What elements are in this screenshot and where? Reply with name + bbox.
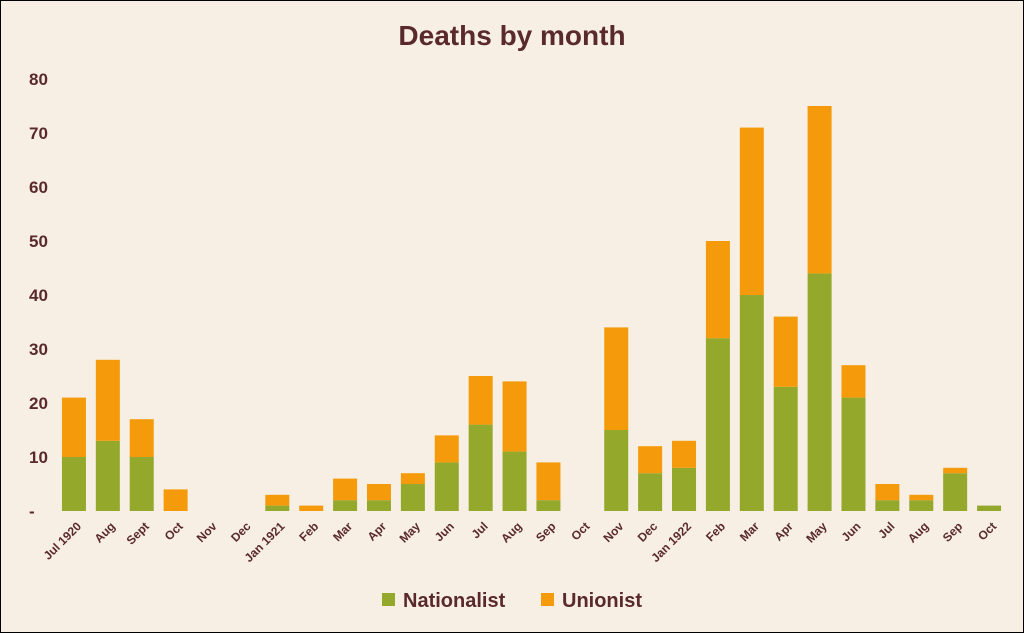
bar-unionist-22 — [807, 106, 832, 274]
bar-nationalist-9 — [366, 500, 391, 511]
x-tick-label: Aug — [498, 519, 524, 545]
bar-nationalist-23 — [841, 397, 866, 511]
bar-unionist-7 — [299, 505, 324, 511]
bar-nationalist-2 — [129, 457, 154, 511]
x-tick-label: Nov — [600, 519, 626, 545]
x-tick-label: Apr — [365, 519, 390, 544]
bar-nationalist-21 — [773, 386, 798, 511]
bar-unionist-8 — [333, 478, 358, 501]
bar-unionist-0 — [61, 397, 86, 457]
x-tick-label: Jul — [469, 519, 491, 541]
bar-nationalist-18 — [672, 467, 697, 511]
bar-unionist-17 — [638, 446, 663, 474]
bar-unionist-20 — [739, 127, 764, 295]
x-tick-label: Oct — [162, 519, 186, 543]
bar-nationalist-11 — [434, 462, 459, 511]
y-tick-label: 50 — [29, 232, 48, 251]
bar-unionist-19 — [705, 241, 730, 339]
y-tick-label: 10 — [29, 448, 48, 467]
chart-title: Deaths by month — [398, 20, 625, 51]
x-tick-label: Sep — [940, 519, 965, 544]
bar-nationalist-27 — [977, 505, 1002, 511]
bar-unionist-23 — [841, 365, 866, 398]
x-tick-label: Jun — [839, 519, 864, 544]
y-tick-label: 80 — [29, 70, 48, 89]
legend-label-nationalist: Nationalist — [403, 590, 506, 612]
bar-nationalist-24 — [875, 500, 900, 511]
x-tick-label: May — [803, 519, 830, 546]
bar-nationalist-20 — [739, 295, 764, 511]
bar-unionist-21 — [773, 316, 798, 387]
bar-nationalist-17 — [638, 473, 663, 511]
bar-unionist-10 — [400, 473, 425, 484]
bar-unionist-26 — [943, 467, 968, 474]
x-tick-label: Apr — [771, 519, 796, 544]
y-tick-label: 20 — [29, 394, 48, 413]
x-tick-label: Mar — [737, 519, 762, 544]
y-tick-label: - — [29, 502, 35, 521]
bar-unionist-3 — [163, 489, 188, 511]
bar-nationalist-14 — [536, 500, 561, 511]
x-tick-label: Oct — [568, 519, 592, 543]
bar-unionist-24 — [875, 484, 900, 501]
x-tick-label: Aug — [92, 519, 118, 545]
bar-unionist-11 — [434, 435, 459, 463]
x-tick-label: Oct — [975, 519, 999, 543]
y-tick-label: 60 — [29, 178, 48, 197]
y-tick-label: 40 — [29, 286, 48, 305]
x-tick-label: Sept — [124, 519, 152, 547]
x-tick-label: Dec — [635, 519, 661, 545]
bar-nationalist-19 — [705, 338, 730, 511]
bar-area — [61, 106, 1002, 511]
bar-nationalist-26 — [943, 473, 968, 511]
legend: Nationalist Unionist — [382, 590, 642, 612]
y-tick-label: 30 — [29, 340, 48, 359]
bar-unionist-1 — [95, 359, 120, 441]
bar-unionist-9 — [366, 484, 391, 501]
legend-label-unionist: Unionist — [562, 590, 642, 612]
x-tick-label: Feb — [296, 519, 321, 544]
bar-unionist-2 — [129, 419, 154, 457]
bar-nationalist-0 — [61, 457, 86, 511]
bar-nationalist-1 — [95, 440, 120, 511]
bar-unionist-12 — [468, 376, 493, 425]
bar-unionist-13 — [502, 381, 527, 452]
x-tick-label: Sep — [533, 519, 558, 544]
bar-unionist-14 — [536, 462, 561, 501]
x-tick-label: Feb — [703, 519, 728, 544]
x-tick-label: May — [397, 519, 424, 546]
bar-nationalist-6 — [265, 505, 290, 511]
bar-nationalist-25 — [909, 500, 934, 511]
x-tick-label: Mar — [330, 519, 355, 544]
x-tick-label: Jun — [432, 519, 457, 544]
bar-unionist-6 — [265, 494, 290, 506]
legend-swatch-unionist — [541, 593, 554, 606]
bar-unionist-25 — [909, 494, 934, 501]
x-tick-label: Nov — [194, 519, 220, 545]
bar-unionist-16 — [604, 327, 629, 430]
x-tick-label: Dec — [228, 519, 254, 545]
y-tick-label: 70 — [29, 124, 48, 143]
bar-nationalist-13 — [502, 451, 527, 511]
bar-nationalist-16 — [604, 430, 629, 511]
bar-nationalist-12 — [468, 424, 493, 511]
bar-unionist-18 — [672, 440, 697, 468]
bar-nationalist-8 — [333, 500, 358, 511]
legend-swatch-nationalist — [382, 593, 395, 606]
y-axis: - 10 20 30 40 50 60 70 80 — [29, 70, 48, 521]
x-tick-label: Jul 1920 — [41, 519, 85, 563]
x-tick-label: Jul — [875, 519, 897, 541]
bar-nationalist-22 — [807, 273, 832, 511]
bar-nationalist-10 — [400, 484, 425, 511]
x-tick-label: Aug — [905, 519, 931, 545]
